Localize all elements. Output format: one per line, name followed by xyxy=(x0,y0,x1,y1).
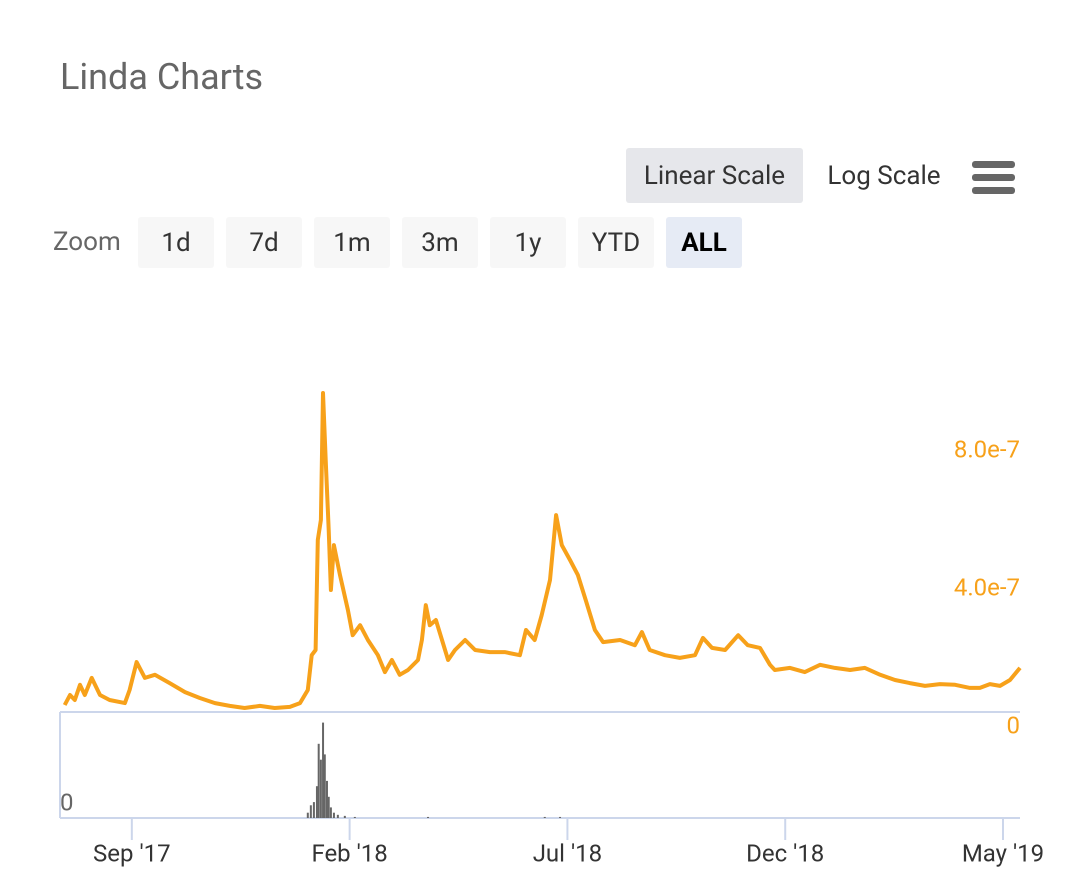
volume-bar xyxy=(325,780,328,818)
zoom-button[interactable]: 7d xyxy=(226,217,302,268)
x-tick-label: Feb '18 xyxy=(311,839,387,867)
volume-bar xyxy=(336,814,339,818)
volume-bar xyxy=(309,805,312,818)
volume-bar xyxy=(559,816,562,818)
price-line xyxy=(62,391,1022,710)
volume-bar xyxy=(353,816,356,818)
zoom-button[interactable]: YTD xyxy=(578,217,654,268)
volume-bar xyxy=(319,759,322,818)
x-tick-label: Dec '18 xyxy=(746,839,824,867)
zoom-button[interactable]: ALL xyxy=(666,217,742,268)
zoom-button[interactable]: 3m xyxy=(402,217,478,268)
y2-tick-label: 0 xyxy=(60,788,74,816)
x-tick-label: Sep '17 xyxy=(93,839,171,867)
x-tick-label: Jul '18 xyxy=(533,839,602,867)
x-tick-label: May '19 xyxy=(962,839,1044,867)
volume-bar xyxy=(306,812,309,818)
menu-icon[interactable] xyxy=(972,161,1015,194)
volume-bar xyxy=(327,796,330,818)
volume-bar xyxy=(315,786,318,818)
volume-bar xyxy=(323,754,326,818)
menu-bar xyxy=(972,174,1015,181)
volume-bar xyxy=(312,802,315,818)
volume-bar xyxy=(332,812,335,818)
volume-bar xyxy=(317,743,320,818)
zoom-button[interactable]: 1m xyxy=(314,217,390,268)
y-tick-label: 4.0e-7 xyxy=(954,573,1020,601)
y-tick-label: 8.0e-7 xyxy=(954,435,1020,463)
scale-button[interactable]: Linear Scale xyxy=(626,148,803,203)
volume-bar xyxy=(329,807,332,818)
zoom-button[interactable]: 1d xyxy=(138,217,214,268)
volume-bar xyxy=(543,816,546,818)
zoom-label: Zoom xyxy=(53,227,121,257)
menu-bar xyxy=(972,161,1015,168)
menu-bar xyxy=(972,187,1015,194)
chart-title: Linda Charts xyxy=(60,56,264,98)
zoom-button[interactable]: 1y xyxy=(490,217,566,268)
scale-button[interactable]: Log Scale xyxy=(827,160,941,191)
volume-bar xyxy=(322,722,325,818)
volume-bar xyxy=(343,815,346,818)
volume-bar xyxy=(427,816,430,818)
y-tick-label: 0 xyxy=(1007,711,1021,739)
